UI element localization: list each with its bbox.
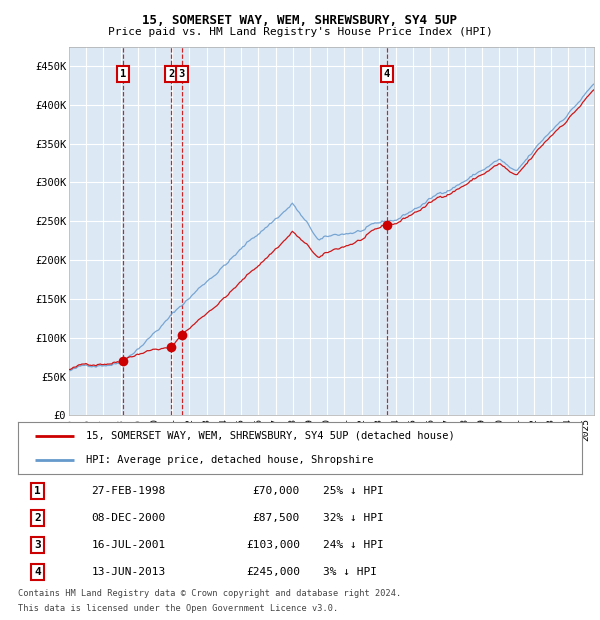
Text: 32% ↓ HPI: 32% ↓ HPI [323, 513, 383, 523]
Text: 08-DEC-2000: 08-DEC-2000 [91, 513, 166, 523]
Text: £103,000: £103,000 [246, 540, 300, 550]
Text: 4: 4 [383, 69, 390, 79]
Text: 1: 1 [34, 486, 41, 496]
Text: 2: 2 [34, 513, 41, 523]
Text: 25% ↓ HPI: 25% ↓ HPI [323, 486, 383, 496]
Text: 2: 2 [168, 69, 174, 79]
Text: 3: 3 [34, 540, 41, 550]
Text: 13-JUN-2013: 13-JUN-2013 [91, 567, 166, 577]
Text: 24% ↓ HPI: 24% ↓ HPI [323, 540, 383, 550]
Text: £87,500: £87,500 [253, 513, 300, 523]
Text: 3: 3 [178, 69, 185, 79]
Text: £70,000: £70,000 [253, 486, 300, 496]
Text: £245,000: £245,000 [246, 567, 300, 577]
Text: 3% ↓ HPI: 3% ↓ HPI [323, 567, 377, 577]
Text: Contains HM Land Registry data © Crown copyright and database right 2024.: Contains HM Land Registry data © Crown c… [18, 589, 401, 598]
Text: 15, SOMERSET WAY, WEM, SHREWSBURY, SY4 5UP: 15, SOMERSET WAY, WEM, SHREWSBURY, SY4 5… [143, 14, 458, 27]
Text: 16-JUL-2001: 16-JUL-2001 [91, 540, 166, 550]
Text: 1: 1 [120, 69, 127, 79]
Text: Price paid vs. HM Land Registry's House Price Index (HPI): Price paid vs. HM Land Registry's House … [107, 27, 493, 37]
Text: 15, SOMERSET WAY, WEM, SHREWSBURY, SY4 5UP (detached house): 15, SOMERSET WAY, WEM, SHREWSBURY, SY4 5… [86, 431, 454, 441]
Text: 4: 4 [34, 567, 41, 577]
Text: This data is licensed under the Open Government Licence v3.0.: This data is licensed under the Open Gov… [18, 604, 338, 613]
Text: HPI: Average price, detached house, Shropshire: HPI: Average price, detached house, Shro… [86, 455, 373, 465]
Text: 27-FEB-1998: 27-FEB-1998 [91, 486, 166, 496]
